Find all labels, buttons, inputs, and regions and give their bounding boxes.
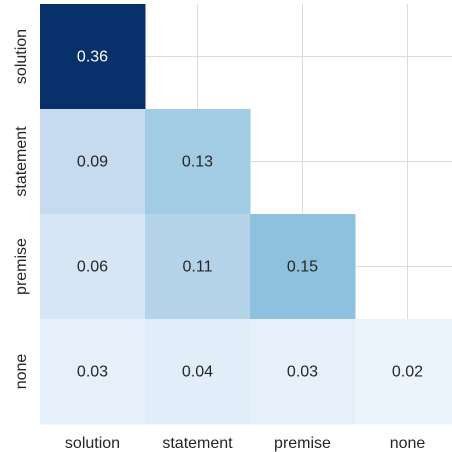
cell-label-statement-statement: 0.13 (182, 154, 213, 171)
y-tick-label-statement: statement (13, 126, 30, 197)
heatmap-cells: 0.36 0.09 0.13 0.06 0.11 0.15 0.03 0.04 0.03 0.02 (40, 4, 452, 425)
cell-label-none-solution: 0.03 (77, 364, 108, 381)
cell-label-none-none: 0.02 (392, 364, 423, 381)
x-tick-label-premise: premise (274, 435, 331, 452)
cell-label-solution-solution: 0.36 (77, 49, 108, 66)
cell-label-premise-solution: 0.06 (77, 259, 108, 276)
heatmap-cell-none-statement (145, 319, 251, 425)
cell-label-premise-statement: 0.11 (183, 259, 213, 276)
heatmap-cell-none-premise (250, 319, 356, 425)
y-tick-label-none: none (13, 354, 30, 390)
heatmap-cell-premise-premise (250, 214, 356, 320)
cell-label-statement-solution: 0.09 (77, 154, 108, 171)
heatmap-cell-statement-solution (40, 109, 146, 215)
y-tick-label-solution: solution (13, 29, 30, 84)
cell-label-premise-premise: 0.15 (287, 259, 318, 276)
heatmap-cell-premise-solution (40, 214, 146, 320)
heatmap-cell-statement-statement (145, 109, 251, 215)
heatmap-cell-none-none (355, 319, 452, 425)
cell-label-none-statement: 0.04 (182, 364, 213, 381)
heatmap-cell-none-solution (40, 319, 146, 425)
x-tick-label-statement: statement (162, 435, 233, 452)
x-tick-label-none: none (390, 435, 426, 452)
heatmap-cell-solution-solution (40, 4, 146, 110)
heatmap-cell-premise-statement (145, 214, 251, 320)
cell-label-none-premise: 0.03 (287, 364, 318, 381)
x-tick-label-solution: solution (65, 435, 120, 452)
y-axis-ticks: solution statement premise none (13, 29, 30, 389)
y-tick-label-premise: premise (13, 238, 30, 295)
x-axis-ticks: solution statement premise none (65, 435, 425, 452)
